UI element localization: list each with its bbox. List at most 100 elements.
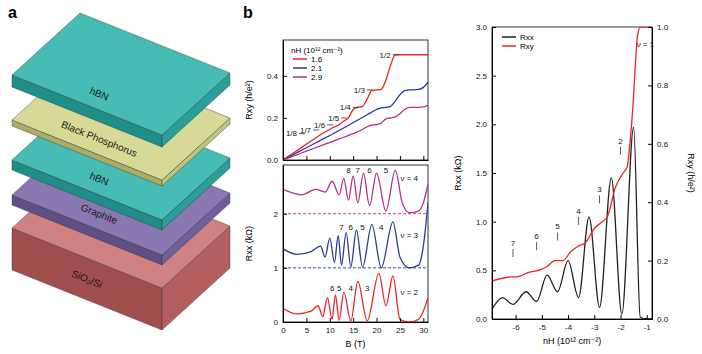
figure-svg: ahBNBlack PhosphorushBNGraphiteSiO₂/Sib0… [0, 0, 702, 354]
tick: 1.0 [648, 23, 669, 32]
tick: 15 [349, 318, 358, 335]
annotation: 1/8 [286, 129, 298, 138]
tick-label: -1 [644, 323, 652, 332]
tick-mark [648, 85, 652, 86]
axis: 0.0 0.2 0.4 0.6 0.8 1.0 [648, 23, 669, 324]
annotation-tick [512, 249, 513, 257]
chart: -6-5-4-3-2-10.00.51.01.52.02.53.00.00.20… [453, 23, 696, 346]
tick-label: 5 [305, 326, 310, 335]
annotation: 1/5 [328, 114, 340, 123]
annotation: 8 [346, 166, 351, 175]
series-group [283, 170, 428, 322]
tick-mark [647, 315, 648, 319]
annotation: 2 [618, 137, 623, 146]
tick-label: 2 [274, 210, 279, 219]
tick-label: -5 [539, 323, 547, 332]
tick-label: 1 [274, 264, 279, 273]
annotation: ν = 4 [401, 174, 419, 183]
tick: 0.0 [476, 315, 496, 324]
series-line [283, 203, 428, 268]
layer-label: Graphite [79, 202, 119, 227]
annotation: 4 [379, 223, 384, 232]
tick: 0.6 [648, 140, 669, 149]
annotation-tick [578, 217, 579, 225]
legend: RxxRxy [502, 33, 534, 51]
tick-mark [648, 261, 652, 262]
tick-mark [492, 76, 496, 77]
axis-line [284, 160, 429, 161]
tick: 0.4 [648, 198, 669, 207]
tick-mark [648, 144, 652, 145]
layer-label: Black Phosphorus [60, 119, 139, 159]
axis: 051015202530 [281, 318, 429, 335]
tick: -4 [565, 315, 573, 332]
tick-mark [283, 322, 287, 323]
annotation-tick [557, 232, 558, 240]
tick-label: 0 [274, 318, 279, 327]
chart: 0.00.20.4Rxy (h/e²)1/21/31/41/51/61/71/8… [244, 40, 429, 165]
annotation: 6 [349, 223, 354, 232]
legend-label: Rxx [520, 33, 534, 42]
plot-frame [283, 40, 428, 160]
annotation-dash [367, 89, 373, 90]
tick: 3.0 [476, 23, 496, 32]
legend-swatch [502, 36, 516, 38]
tick-label: -4 [565, 323, 573, 332]
tick-mark [306, 318, 307, 322]
tick: 1.5 [476, 169, 496, 178]
tick-mark [492, 319, 496, 320]
tick-mark [353, 156, 354, 160]
tick-mark [648, 27, 652, 28]
layer-label: hBN [88, 85, 110, 102]
figure: ahBNBlack PhosphorushBNGraphiteSiO₂/Sib0… [0, 0, 702, 354]
tick: 10 [326, 318, 335, 335]
tick: 0.2 [267, 114, 287, 123]
legend-swatch [293, 67, 307, 69]
panel-label: b [243, 4, 253, 21]
tick-label: 20 [373, 326, 382, 335]
tick [400, 156, 401, 160]
tick-label: 15 [349, 326, 358, 335]
tick-mark [492, 27, 496, 28]
annotation: 7 [339, 223, 344, 232]
legend: nH (10¹² cm⁻²)1.62.12.9 [291, 46, 343, 82]
panel-a: ahBNBlack PhosphorushBNGraphiteSiO₂/Si [8, 4, 230, 330]
tick: 1.0 [476, 218, 496, 227]
tick: 30 [419, 318, 428, 335]
tick-label: 0.0 [657, 315, 669, 324]
tick: 0.2 [648, 257, 669, 266]
axis: -6 -5 -4 -3 -2 -1 [493, 315, 653, 332]
tick-mark [330, 156, 331, 160]
tick-label: 10 [326, 326, 335, 335]
chart: 051015202530012B (T)Rxx (kΩ)6543ν = 2765… [244, 165, 429, 349]
annotation: 6 [330, 284, 335, 293]
tick-label: 3.0 [476, 23, 488, 32]
series-line [492, 27, 652, 281]
tick-mark [648, 202, 652, 203]
tick: 0.8 [648, 81, 669, 90]
annotation-tick [599, 195, 600, 203]
tick-label: -3 [591, 323, 599, 332]
legend-swatch [293, 76, 307, 78]
tick: -5 [539, 315, 547, 332]
reference-line [283, 213, 428, 214]
tick: -2 [617, 315, 625, 332]
tick [330, 156, 331, 160]
tick-label: 0.4 [657, 198, 669, 207]
tick-label: 0.5 [476, 266, 488, 275]
tick-mark [492, 173, 496, 174]
plot-frame [492, 27, 652, 319]
annotation: 5 [337, 284, 342, 293]
tick-mark [306, 156, 307, 160]
y-axis-title: Rxx (kΩ) [453, 155, 463, 190]
tick-mark [621, 315, 622, 319]
tick: 0.4 [267, 72, 287, 81]
tick: -6 [513, 315, 521, 332]
tick-label: -6 [513, 323, 521, 332]
tick-label: 2.0 [476, 120, 488, 129]
tick: 0.0 [267, 156, 287, 165]
tick-mark [492, 124, 496, 125]
annotation: ν = 3 [401, 231, 419, 240]
axis: 0.00.51.01.52.02.53.0 [476, 23, 496, 324]
axis: 0 1 2 [274, 166, 287, 328]
